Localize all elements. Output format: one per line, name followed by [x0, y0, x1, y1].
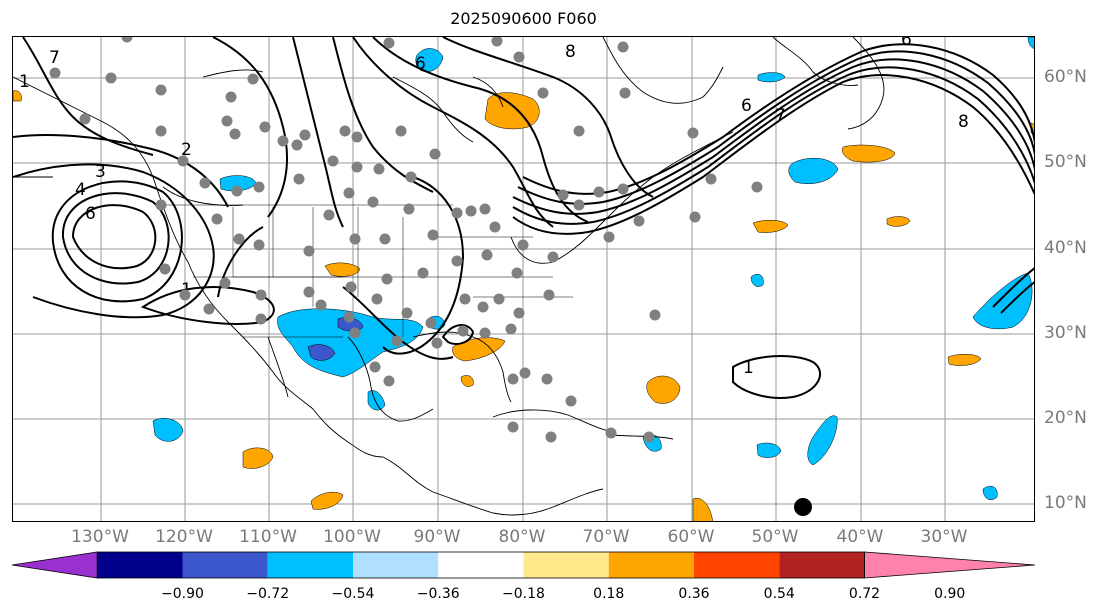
lon-label: 110°W: [239, 527, 297, 547]
lon-label: 80°W: [498, 527, 546, 547]
contour-label: 6: [741, 96, 752, 116]
contour-label: 2: [181, 140, 192, 160]
map-canvas[interactable]: 1 2 3 4 6 6 7 8 6 1 6 7 8 1: [13, 37, 1035, 522]
negative-anomaly-area: [307, 344, 336, 361]
positive-anomaly-area: [484, 92, 540, 130]
contour-label: 1: [19, 72, 30, 92]
negative-anomaly-area: [972, 272, 1033, 330]
positive-anomaly-area: [692, 497, 713, 521]
lon-label: 120°W: [155, 527, 213, 547]
colorbar-tick-label: −0.36: [416, 586, 460, 602]
political-borders: [163, 204, 573, 338]
positive-anomaly-area: [752, 220, 789, 233]
lat-label: 40°N: [1044, 238, 1087, 258]
positive-anomaly-area: [460, 375, 474, 387]
positive-anomaly-area: [310, 491, 344, 510]
negative-anomaly-area: [757, 72, 786, 83]
map-title: 2025090600 F060: [450, 9, 597, 28]
lon-label: 50°W: [751, 527, 799, 547]
colorbar-tick-label: −0.18: [502, 586, 545, 602]
lat-label: 10°N: [1044, 493, 1087, 513]
colorbar-tick-label: −0.54: [331, 586, 375, 602]
station-markers: [49, 37, 763, 443]
colorbar-tick-label: 0.18: [593, 586, 625, 602]
colorbar-under-arrow: [11, 551, 98, 579]
lon-label: 60°W: [667, 527, 715, 547]
colorbar-segment: [97, 552, 183, 578]
negative-anomaly-area: [756, 442, 782, 458]
negative-anomaly-area: [807, 415, 838, 466]
positive-anomaly-area: [324, 262, 361, 277]
map-panel[interactable]: 1 2 3 4 6 6 7 8 6 1 6 7 8 1: [12, 36, 1035, 522]
colorbar-tick-label: 0.36: [678, 586, 710, 602]
positive-anomaly-area: [452, 337, 506, 362]
colorbar-segment: [182, 552, 268, 578]
contour-label: 7: [775, 106, 786, 126]
contour-label: 8: [565, 42, 576, 62]
positive-anomaly-area: [947, 354, 982, 366]
lat-label: 30°N: [1044, 323, 1087, 343]
positive-anomaly-area: [13, 90, 22, 102]
colorbar-segment: [608, 552, 694, 578]
negative-anomaly-area: [367, 390, 386, 411]
negative-anomaly-area: [415, 48, 444, 73]
lon-label: 70°W: [582, 527, 630, 547]
lon-label: 90°W: [413, 527, 461, 547]
contour-label: 6: [85, 204, 96, 224]
lon-label: 40°W: [836, 527, 884, 547]
positive-anomaly-area: [242, 447, 274, 469]
lon-label: 30°W: [920, 527, 968, 547]
colorbar-segment: [438, 552, 524, 578]
colorbar-tick-label: 0.72: [848, 586, 881, 602]
anomaly-fills: [13, 37, 1034, 521]
negative-anomaly-area: [788, 157, 839, 185]
colorbar-segment: [353, 552, 439, 578]
contour-label: 3: [95, 162, 106, 182]
contour-label: 4: [75, 180, 86, 200]
lon-label: 100°W: [323, 527, 381, 547]
lon-label: 130°W: [71, 527, 129, 547]
contour-label: 1: [743, 358, 754, 378]
colorbar-segment: [267, 552, 353, 578]
negative-anomaly-area: [277, 308, 424, 378]
contour-label: 6: [901, 37, 912, 50]
contour-label: 6: [415, 54, 426, 74]
negative-anomaly-area: [152, 418, 184, 442]
negative-anomaly-area: [1027, 37, 1034, 49]
colorbar-segment: [779, 552, 865, 578]
colorbar-segment: [694, 552, 780, 578]
feature-marker: [794, 498, 812, 516]
lat-label: 60°N: [1044, 67, 1087, 87]
contour-label: 8: [958, 112, 969, 132]
lat-label: 20°N: [1044, 408, 1087, 428]
lat-label: 50°N: [1044, 152, 1087, 172]
height-contours: [13, 37, 1034, 399]
colorbar-segment: [523, 552, 609, 578]
negative-anomaly-area: [982, 486, 998, 500]
colorbar-over-arrow: [864, 551, 1036, 579]
positive-anomaly-area: [886, 216, 911, 227]
colorbar-tick-label: −0.90: [161, 586, 204, 602]
colorbar-tick-label: 0.90: [934, 586, 966, 602]
negative-anomaly-area: [750, 274, 764, 287]
colorbar: [11, 551, 1036, 579]
colorbar-tick-label: −0.72: [246, 586, 290, 602]
coastlines: [13, 37, 885, 516]
positive-anomaly-area: [842, 144, 896, 163]
colorbar-tick-label: 0.54: [763, 586, 795, 602]
positive-anomaly-area: [646, 375, 681, 404]
contour-label: 7: [49, 48, 60, 68]
